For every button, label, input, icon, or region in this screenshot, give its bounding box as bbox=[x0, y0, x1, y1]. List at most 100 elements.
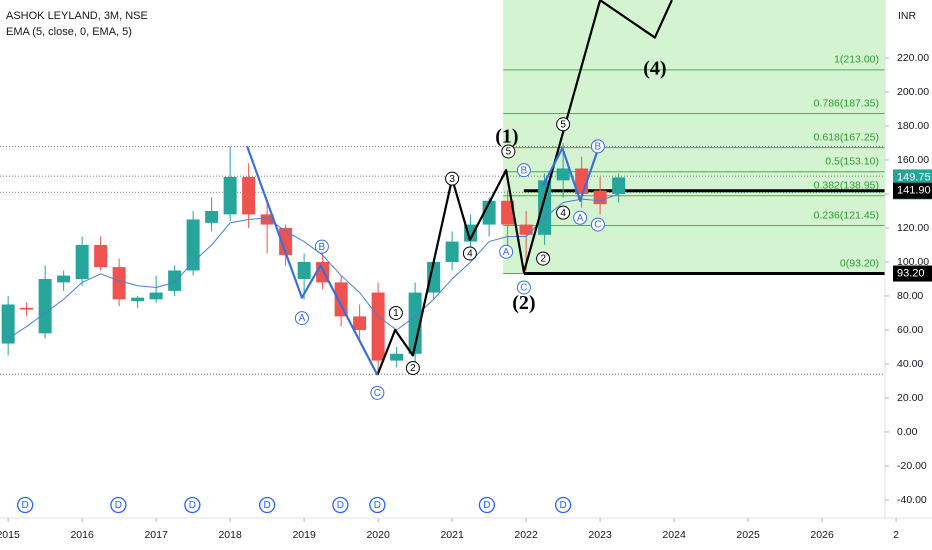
candle-body bbox=[186, 219, 200, 271]
dividend-marker bbox=[184, 496, 201, 514]
wave-circle bbox=[370, 385, 385, 400]
wave-line bbox=[376, 0, 673, 376]
wave-count: 2 bbox=[410, 363, 416, 374]
price-label-box bbox=[893, 182, 932, 199]
y-tick-label: 20.00 bbox=[897, 392, 923, 404]
candle-body bbox=[501, 200, 515, 225]
wave-circle bbox=[462, 246, 477, 261]
candle-body bbox=[38, 278, 52, 334]
candle-body bbox=[57, 275, 71, 283]
candle-body bbox=[297, 261, 311, 279]
candle-body bbox=[408, 292, 422, 354]
dividend-marker bbox=[554, 496, 572, 514]
wave-circle bbox=[573, 210, 588, 225]
wave-circle bbox=[556, 117, 571, 132]
x-tick-label: 2026 bbox=[810, 529, 834, 541]
wave-count: B bbox=[595, 142, 602, 153]
y-tick-label: 200.00 bbox=[897, 86, 929, 98]
candle-body bbox=[94, 244, 108, 268]
dividend-marker bbox=[258, 496, 276, 514]
chart-title: ASHOK LEYLAND, 3M, NSE bbox=[6, 10, 148, 22]
wave-count: 2 bbox=[540, 254, 546, 265]
dividend-label: D bbox=[264, 500, 271, 511]
x-tick-label: 2018 bbox=[218, 529, 242, 541]
wave-circle bbox=[388, 305, 403, 320]
wave-circle bbox=[516, 163, 531, 178]
wave-count: 4 bbox=[560, 208, 566, 219]
wave-count: A bbox=[299, 313, 306, 324]
candle-body bbox=[223, 176, 237, 215]
candle-body bbox=[279, 227, 293, 256]
candle-body bbox=[519, 224, 533, 235]
dividend-marker bbox=[332, 496, 349, 514]
x-tick-label: 2023 bbox=[588, 529, 612, 541]
wave-count: A bbox=[577, 213, 584, 224]
wave-circle bbox=[445, 171, 460, 186]
y-tick-label: 0.00 bbox=[897, 426, 918, 438]
fib-label: 0(93.20) bbox=[840, 257, 879, 269]
wave-circle bbox=[499, 244, 514, 259]
x-tick-label: 2025 bbox=[736, 529, 760, 541]
candle-body bbox=[168, 270, 182, 291]
x-tick-label: 2021 bbox=[440, 529, 464, 541]
wave-circle bbox=[556, 205, 571, 220]
y-tick-label: -20.00 bbox=[897, 460, 927, 472]
candle-body bbox=[75, 244, 89, 279]
axes: 220.00200.00180.00160.00140.00120.00100.… bbox=[0, 52, 932, 541]
candle-body bbox=[260, 214, 274, 225]
fib-label: 1(213.00) bbox=[834, 54, 879, 66]
price-label: 149.75 bbox=[897, 171, 931, 183]
x-tick-label: 2024 bbox=[662, 529, 686, 541]
wave-circle bbox=[294, 311, 309, 326]
x-tick-label: 2022 bbox=[514, 529, 538, 541]
candle-body bbox=[205, 210, 219, 223]
candle-body bbox=[445, 241, 459, 262]
candle-body bbox=[334, 282, 348, 317]
candle-body bbox=[20, 307, 34, 310]
dividend-label: D bbox=[22, 500, 29, 511]
wave-circle bbox=[501, 144, 516, 159]
y-tick-label: 40.00 bbox=[897, 358, 923, 370]
price-label: 141.90 bbox=[897, 185, 931, 197]
x-tick-label: 2020 bbox=[366, 529, 390, 541]
wave-count: 5 bbox=[560, 119, 566, 130]
y-tick-label: 100.00 bbox=[897, 256, 929, 268]
candle-body bbox=[1, 304, 15, 344]
fib-label: 0.5(153.10) bbox=[825, 155, 879, 167]
fib-label: 0.236(121.45) bbox=[814, 209, 879, 221]
wave-circle bbox=[590, 139, 605, 154]
candle-body bbox=[593, 190, 607, 205]
wave-circle bbox=[314, 239, 329, 254]
fib-label: 0.786(187.35) bbox=[814, 97, 879, 109]
price-label: 93.20 bbox=[897, 267, 925, 279]
fib-label: 0.618(167.25) bbox=[814, 131, 879, 143]
dividend-marker bbox=[110, 496, 127, 514]
x-tick-label: 2019 bbox=[292, 529, 316, 541]
indicator-label: EMA (5, close, 0, EMA, 5) bbox=[6, 26, 132, 38]
dividend-marker bbox=[369, 496, 386, 514]
fib-label: 0.382(138.95) bbox=[814, 180, 879, 192]
dividend-label: D bbox=[337, 500, 344, 511]
fib-zone bbox=[503, 0, 885, 274]
candle-body bbox=[242, 176, 256, 215]
x-tick-label: 2015 bbox=[0, 529, 20, 541]
x-tick-label: 2017 bbox=[144, 529, 168, 541]
candle-body bbox=[149, 292, 163, 300]
dividend-label: D bbox=[115, 500, 122, 511]
candle-body bbox=[131, 297, 145, 302]
wave-circle bbox=[590, 217, 605, 232]
wave-circle bbox=[516, 280, 531, 295]
y-tick-label: 60.00 bbox=[897, 324, 923, 336]
currency: INR bbox=[898, 10, 917, 22]
plot-area: 1(213.00) 0.786(187.35) 0.618(167.25) 0.5(1… bbox=[0, 0, 885, 514]
y-tick-label: 80.00 bbox=[897, 290, 923, 302]
y-tick-label: 220.00 bbox=[897, 52, 929, 64]
wave-count: B bbox=[521, 165, 528, 176]
x-tick-label: 2016 bbox=[70, 529, 94, 541]
candle-body bbox=[353, 316, 367, 330]
wave-line bbox=[246, 145, 379, 376]
wave-label: (2) bbox=[512, 292, 535, 314]
wave-label: (4) bbox=[643, 57, 666, 79]
wave-count: C bbox=[594, 220, 601, 231]
